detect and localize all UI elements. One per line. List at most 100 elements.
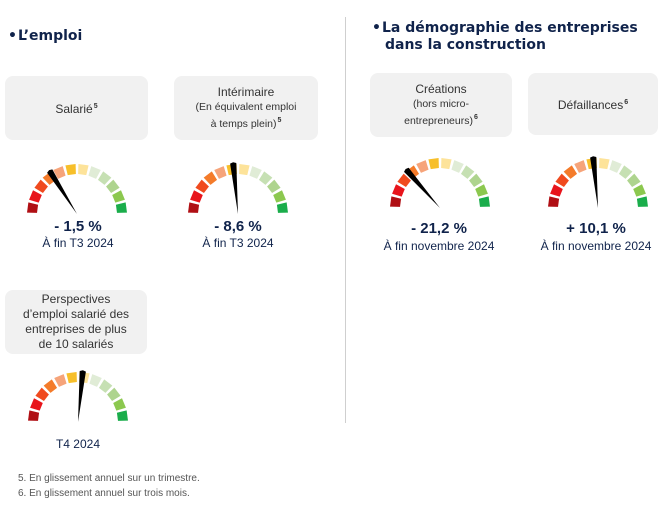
footnote-5: 5. En glissement annuel sur un trimestre… bbox=[18, 473, 200, 484]
gauge-segment bbox=[30, 398, 43, 411]
gauge-segment bbox=[88, 166, 101, 179]
gauge-svg bbox=[188, 162, 288, 214]
label-text: Intérimaire bbox=[217, 85, 275, 99]
label-subtext-line2: entrepreneurs) bbox=[404, 115, 473, 127]
section-title-text: L’emploi bbox=[18, 28, 83, 44]
gauge-segment bbox=[258, 171, 273, 185]
gauge-segment bbox=[451, 160, 464, 173]
gauge-segment bbox=[66, 372, 77, 384]
gauge-segment bbox=[203, 171, 218, 185]
gauge-segment bbox=[478, 196, 490, 207]
gauge-segment bbox=[555, 173, 569, 188]
gauge-segment bbox=[276, 202, 288, 213]
label-subtext-line1: (hors micro- bbox=[412, 98, 469, 110]
indicator-period-interimaire: À fin T3 2024 bbox=[202, 236, 274, 250]
gauge-segment bbox=[627, 173, 641, 188]
gauge-segment bbox=[54, 374, 67, 387]
footnote-ref: 6 bbox=[624, 99, 629, 106]
gauge-segment bbox=[460, 165, 475, 179]
indicator-label-salarie: Salarié5 bbox=[5, 76, 148, 140]
indicator-label-defaillances: Défaillances6 bbox=[528, 73, 658, 135]
gauge-segment bbox=[405, 165, 420, 179]
gauge-segment bbox=[78, 164, 89, 176]
gauge-segment bbox=[416, 160, 429, 173]
gauge-segment bbox=[550, 184, 563, 197]
footnote-6: 6. En glissement annuel sur trois mois. bbox=[18, 488, 190, 499]
gauge-segment bbox=[469, 173, 483, 188]
gauge-creations bbox=[388, 156, 492, 212]
gauge-segment bbox=[563, 165, 578, 179]
gauge-needle bbox=[230, 162, 238, 214]
gauge-svg bbox=[390, 158, 490, 208]
indicator-period-perspectives: T4 2024 bbox=[55, 437, 101, 451]
section-title-demographie: •La démographie des entreprises dans la … bbox=[372, 20, 662, 54]
label-text: Salarié bbox=[55, 102, 93, 116]
gauge-interimaire bbox=[186, 162, 290, 218]
bullet: • bbox=[372, 20, 381, 36]
gauge-segment bbox=[116, 410, 128, 421]
label-subtext-line1: (En équivalent emploi bbox=[195, 101, 297, 113]
label-subtext-line2: à temps plein) bbox=[210, 118, 277, 130]
gauge-segment bbox=[113, 398, 126, 411]
gauge-segment bbox=[636, 196, 648, 207]
label-line3: entreprises de plus bbox=[25, 322, 127, 336]
bullet: • bbox=[8, 28, 17, 44]
gauge-segment bbox=[249, 166, 262, 179]
gauge-segment bbox=[43, 379, 58, 393]
gauge-segment bbox=[633, 184, 646, 197]
gauge-svg bbox=[28, 370, 128, 422]
gauge-segment bbox=[65, 164, 76, 176]
gauge-segment bbox=[106, 179, 120, 194]
gauge-defaillances bbox=[546, 156, 650, 212]
gauge-segment bbox=[188, 202, 200, 213]
gauge-segment bbox=[107, 387, 121, 402]
gauge-segment bbox=[28, 410, 40, 421]
indicator-value-creations: - 21,2 % bbox=[411, 220, 467, 237]
section-title-emploi: •L’emploi bbox=[8, 28, 82, 45]
gauge-segment bbox=[239, 164, 250, 176]
gauge-segment bbox=[53, 166, 66, 179]
gauge-segment bbox=[190, 190, 203, 203]
gauge-segment bbox=[428, 158, 439, 170]
gauge-segment bbox=[89, 374, 102, 387]
gauge-segment bbox=[27, 202, 39, 213]
gauge-salarie bbox=[25, 162, 129, 218]
gauge-segment bbox=[214, 166, 227, 179]
gauge-segment bbox=[441, 158, 452, 170]
gauge-segment bbox=[574, 160, 587, 173]
indicator-value-defaillances: + 10,1 % bbox=[566, 220, 626, 237]
gauge-segment bbox=[195, 179, 209, 194]
indicator-period-salarie: À fin T3 2024 bbox=[42, 236, 114, 250]
gauge-svg bbox=[548, 156, 648, 208]
label-line1: Perspectives bbox=[41, 292, 111, 306]
footnotes: 5. En glissement annuel sur un trimestre… bbox=[18, 471, 200, 501]
gauge-segment bbox=[35, 387, 49, 402]
indicator-period-defaillances: À fin novembre 2024 bbox=[540, 239, 652, 253]
label-line2: d’emploi salarié des bbox=[22, 307, 130, 321]
gauge-segment bbox=[98, 379, 113, 393]
gauge-segment bbox=[548, 196, 560, 207]
footnote-ref: 5 bbox=[277, 117, 282, 124]
section-divider bbox=[345, 17, 346, 423]
gauge-segment bbox=[273, 190, 286, 203]
gauge-segment bbox=[609, 160, 622, 173]
gauge-segment bbox=[34, 179, 48, 194]
gauge-segment bbox=[267, 179, 281, 194]
gauge-segment bbox=[618, 165, 633, 179]
gauge-needle bbox=[47, 169, 77, 214]
label-line4: de 10 salariés bbox=[38, 337, 114, 351]
gauge-needle bbox=[404, 167, 440, 208]
gauge-segment bbox=[397, 173, 411, 188]
gauge-needle bbox=[590, 156, 598, 208]
gauge-segment bbox=[392, 184, 405, 197]
footnote-ref: 6 bbox=[473, 114, 478, 121]
gauge-segment bbox=[29, 190, 42, 203]
gauge-segment bbox=[390, 196, 402, 207]
indicator-label-creations: Créations (hors micro- entrepreneurs)6 bbox=[370, 73, 512, 137]
indicator-value-interimaire: - 8,6 % bbox=[214, 218, 262, 235]
indicator-label-interimaire: Intérimaire (En équivalent emploi à temp… bbox=[174, 76, 318, 140]
label-text: Défaillances bbox=[557, 98, 624, 112]
gauge-segment bbox=[112, 190, 125, 203]
gauge-segment bbox=[115, 202, 127, 213]
gauge-segment bbox=[97, 171, 112, 185]
